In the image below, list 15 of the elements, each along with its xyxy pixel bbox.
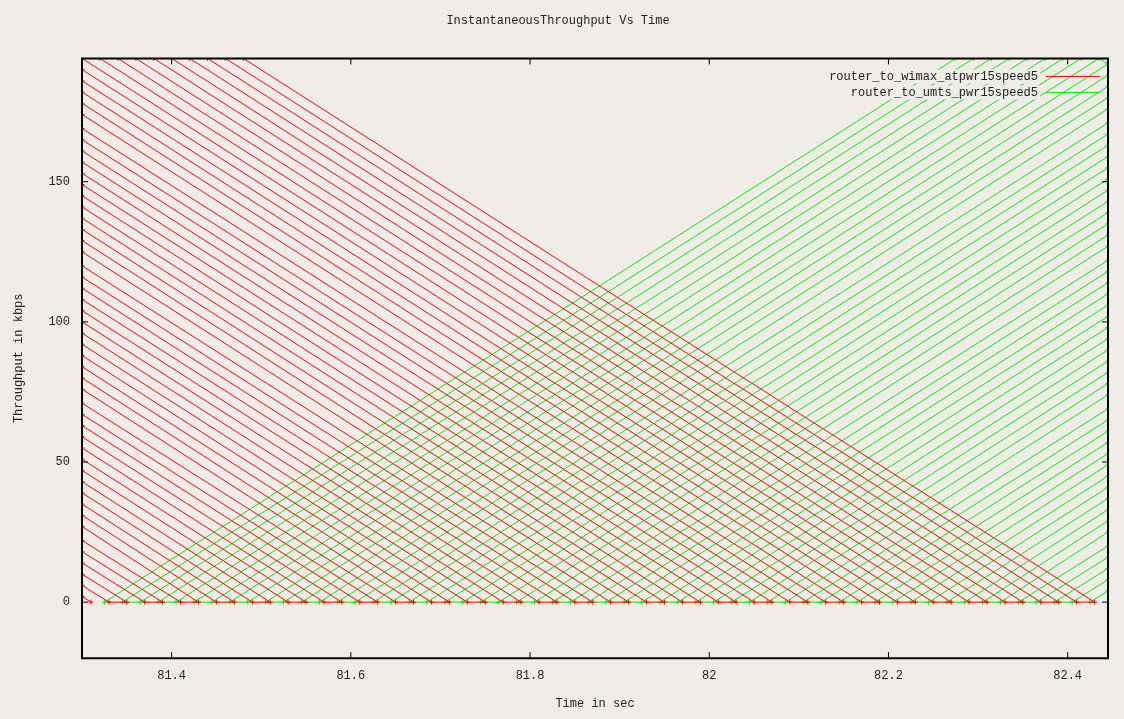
y-axis-title: Throughput in kbps [12,293,27,424]
x-tick-label: 82 [702,668,717,683]
x-tick-label: 81.6 [336,668,366,683]
legend-label: router_to_wimax_atpwr15speed5 [829,69,1038,84]
legend-label: router_to_umts_pwr15speed5 [850,85,1038,100]
x-axis-title: Time in sec [555,696,635,711]
y-tick-label: 150 [48,174,70,189]
x-tick-label: 81.4 [157,668,187,683]
chart-title: InstantaneousThroughput Vs Time [446,14,670,29]
y-tick-label: 50 [55,455,70,470]
y-tick-label: 100 [48,315,70,330]
y-tick-label: 0 [62,595,70,610]
x-tick-label: 82.2 [874,668,903,683]
x-tick-label: 82.4 [1053,668,1083,683]
x-tick-label: 81.8 [515,668,545,683]
